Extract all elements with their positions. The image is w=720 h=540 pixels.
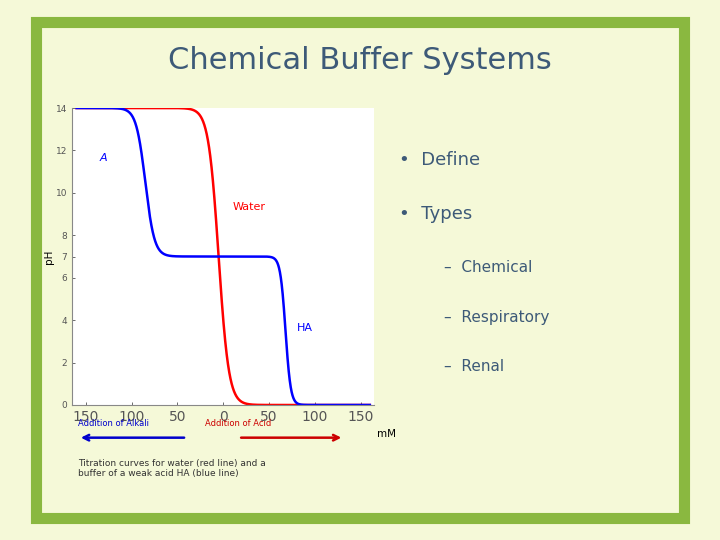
Text: –  Renal: – Renal	[444, 360, 505, 374]
Y-axis label: pH: pH	[44, 249, 54, 264]
Text: •  Types: • Types	[399, 205, 472, 224]
Text: Addition of Acid: Addition of Acid	[205, 419, 271, 428]
Text: A: A	[99, 153, 107, 163]
Text: Addition of Alkali: Addition of Alkali	[78, 419, 149, 428]
Text: –  Chemical: – Chemical	[444, 260, 533, 275]
Text: Water: Water	[233, 202, 266, 212]
Text: Chemical Buffer Systems: Chemical Buffer Systems	[168, 46, 552, 76]
Text: •  Define: • Define	[399, 151, 480, 169]
Text: Titration curves for water (red line) and a
buffer of a weak acid HA (blue line): Titration curves for water (red line) an…	[78, 459, 266, 478]
Text: HA: HA	[297, 323, 312, 333]
Text: –  Respiratory: – Respiratory	[444, 310, 549, 325]
Text: mM: mM	[377, 429, 396, 439]
